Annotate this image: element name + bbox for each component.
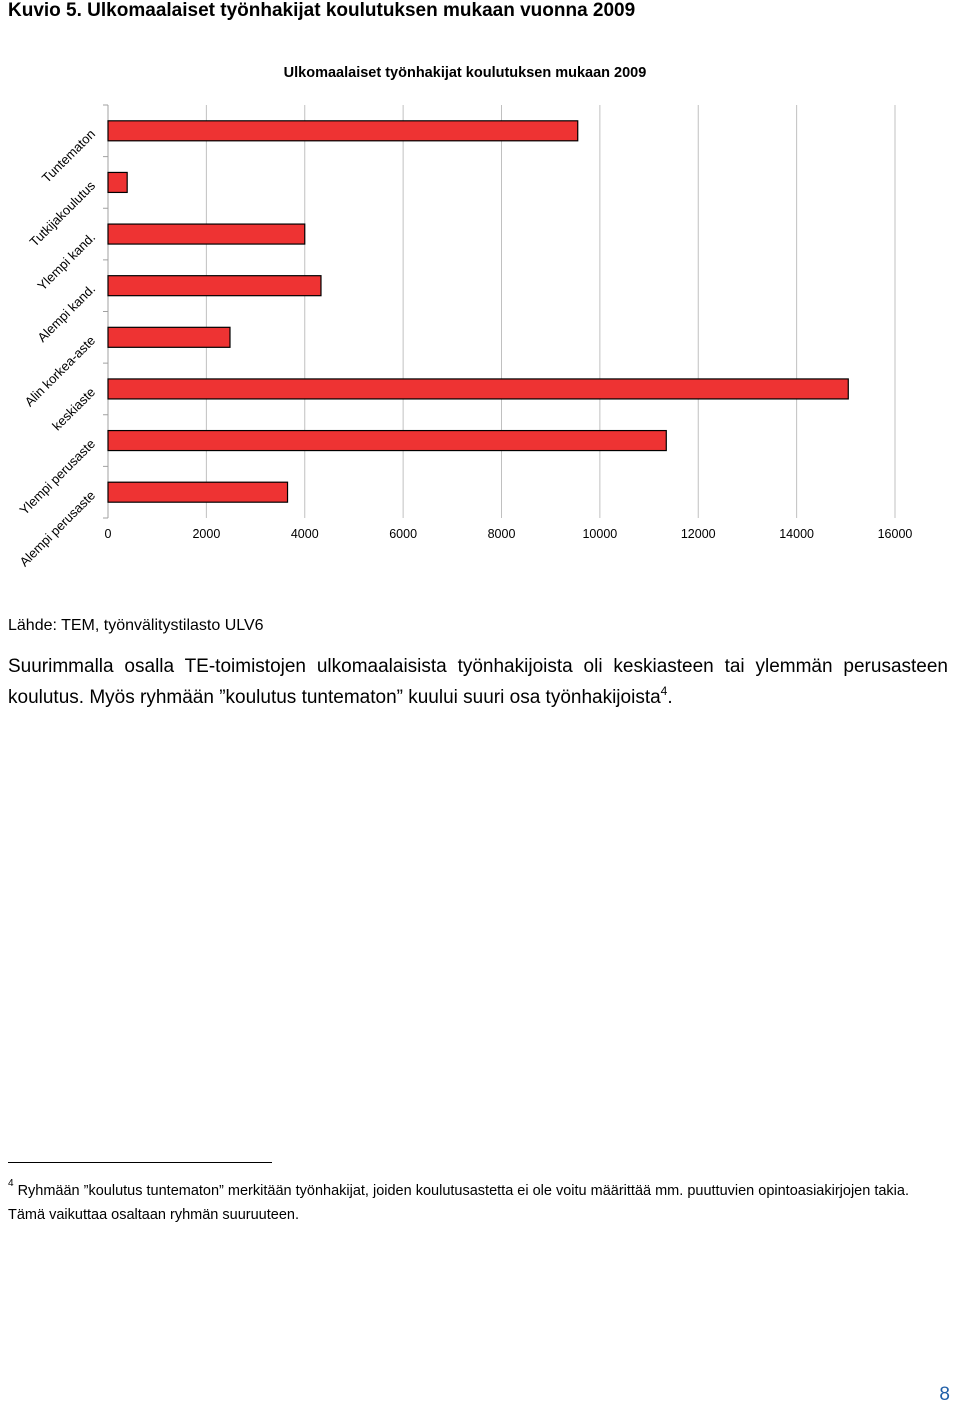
bar (107, 120, 579, 142)
bar-chart: Ulkomaalaiset työnhakijat koulutuksen mu… (16, 65, 913, 569)
footnote-divider (8, 1162, 272, 1163)
paragraph-text: Suurimmalla osalla TE-toimistojen ulkoma… (8, 656, 948, 708)
x-tick-label: 12000 (681, 527, 716, 541)
footnote-text: Ryhmään ”koulutus tuntematon” merkitään … (8, 1183, 909, 1223)
bars (107, 120, 849, 503)
footnote-number: 4 (8, 1178, 14, 1189)
bar (107, 275, 322, 297)
footnote: 4 Ryhmään ”koulutus tuntematon” merkitään… (8, 1172, 948, 1227)
x-tick-label: 6000 (389, 527, 417, 541)
x-tick-label: 0 (105, 527, 112, 541)
body-paragraph: Suurimmalla osalla TE-toimistojen ulkoma… (8, 654, 948, 710)
category-label: keskiaste (49, 384, 98, 433)
chart-title: Ulkomaalaiset työnhakijat koulutuksen mu… (284, 65, 647, 81)
page-number: 8 (939, 1384, 950, 1405)
x-tick-label: 4000 (291, 527, 319, 541)
bar (107, 223, 306, 245)
bar (107, 171, 128, 194)
x-tick-label: 8000 (488, 527, 516, 541)
source-note: Lähde: TEM, työnvälitystilasto ULV6 (8, 617, 264, 634)
figure-heading: Kuvio 5. Ulkomaalaiset työnhakijat koulu… (8, 0, 636, 21)
gridlines (205, 105, 896, 518)
category-axis (103, 104, 109, 519)
paragraph-end: . (667, 687, 673, 708)
x-tick-label: 2000 (192, 527, 220, 541)
value-tick-labels: 0 2000 4000 6000 8000 10000 12000 14000 16000 (105, 527, 913, 541)
x-tick-label: 16000 (878, 527, 913, 541)
footnote-ref: 4 (660, 684, 668, 698)
category-label: Tuntematon (39, 126, 98, 185)
bar (107, 378, 849, 400)
bar (107, 326, 231, 348)
x-tick-label: 14000 (779, 527, 814, 541)
x-tick-label: 10000 (582, 527, 617, 541)
bar (107, 429, 667, 452)
bar (107, 481, 289, 503)
